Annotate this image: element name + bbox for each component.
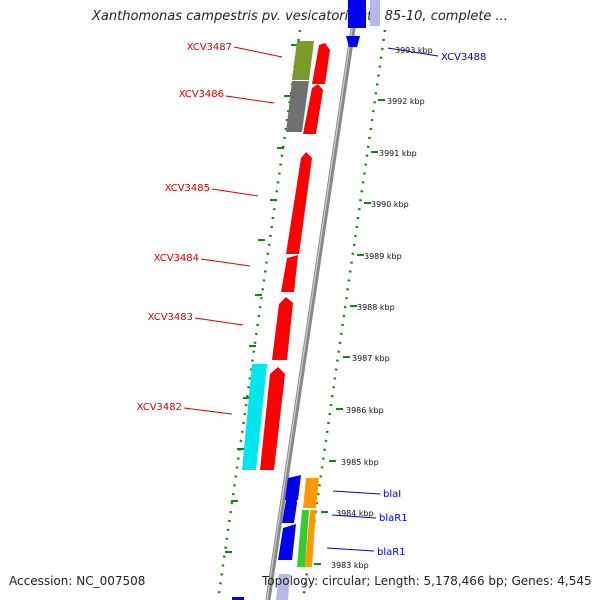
genome-summary-text: Topology: circular; Length: 5,178,466 bp… — [262, 574, 592, 588]
kbp-label: 3993 kbp — [395, 46, 433, 55]
gene-red-xcv3485[interactable] — [286, 152, 312, 254]
gene-green-blar1[interactable] — [297, 510, 309, 567]
gene-label-xcv3486[interactable]: XCV3486 — [179, 89, 224, 100]
accession-text: Accession: NC_007508 — [9, 574, 146, 588]
gene-orange-blar1[interactable] — [305, 510, 316, 567]
kbp-label: 3991 kbp — [379, 149, 417, 158]
kbp-label: 3985 kbp — [341, 458, 379, 467]
gene-label-blai[interactable]: blaI — [383, 489, 401, 500]
gene-label-blar1-b[interactable]: blaR1 — [377, 547, 406, 558]
right-track-ticks — [314, 99, 385, 565]
gene-red-xcv3483[interactable] — [272, 297, 293, 360]
gene-blue-3[interactable] — [278, 524, 296, 560]
gene-cyan-xcv3482[interactable] — [242, 364, 267, 470]
gene-red-xcv3482[interactable] — [260, 367, 285, 470]
gene-label-xcv3483[interactable]: XCV3483 — [148, 312, 193, 323]
gene-label-xcv3488[interactable]: XCV3488 — [441, 52, 486, 63]
kbp-label: 3986 kbp — [346, 406, 384, 415]
kbp-scale: 3993 kbp 3992 kbp 3991 kbp 3990 kbp 3989… — [331, 46, 433, 570]
gene-block-xcv3488-top[interactable] — [348, 0, 366, 28]
gene-blue-2[interactable] — [282, 494, 297, 523]
backbone-line — [265, 0, 360, 600]
gene-faded-bottom — [276, 574, 290, 600]
right-gene-labels: XCV3488 blaI blaR1 blaR1 — [326, 47, 486, 558]
kbp-label: 3983 kbp — [331, 561, 369, 570]
gene-orange-blai[interactable] — [303, 478, 319, 508]
gene-label-blar1-a[interactable]: blaR1 — [379, 513, 408, 524]
kbp-label: 3984 kbp — [336, 509, 374, 518]
gene-red-xcv3487[interactable] — [312, 43, 330, 84]
gene-label-xcv3484[interactable]: XCV3484 — [154, 253, 199, 264]
gene-blue-1[interactable] — [285, 475, 301, 500]
gene-label-xcv3487[interactable]: XCV3487 — [187, 42, 232, 53]
gene-blue-bottom-edge — [232, 597, 244, 600]
gene-gray-xcv3486[interactable] — [286, 81, 309, 132]
gene-arrow-xcv3488[interactable] — [346, 36, 360, 47]
gene-olive-xcv3487[interactable] — [292, 41, 314, 80]
gene-red-xcv3486[interactable] — [303, 84, 323, 134]
kbp-label: 3992 kbp — [387, 97, 425, 106]
gene-label-xcv3482[interactable]: XCV3482 — [137, 402, 182, 413]
gene-red-xcv3484[interactable] — [281, 255, 298, 292]
gene-block-faded-top — [370, 0, 380, 26]
left-gene-labels: XCV3487 XCV3486 XCV3485 XCV3484 XCV3483 … — [137, 42, 283, 415]
kbp-label: 3987 kbp — [352, 354, 390, 363]
backbone-highlight — [266, 0, 357, 600]
kbp-label: 3989 kbp — [364, 252, 402, 261]
gene-label-xcv3485[interactable]: XCV3485 — [165, 183, 210, 194]
kbp-label: 3990 kbp — [371, 200, 409, 209]
kbp-label: 3988 kbp — [357, 303, 395, 312]
map-title: Xanthomonas campestris pv. vesicatoria s… — [92, 9, 508, 24]
